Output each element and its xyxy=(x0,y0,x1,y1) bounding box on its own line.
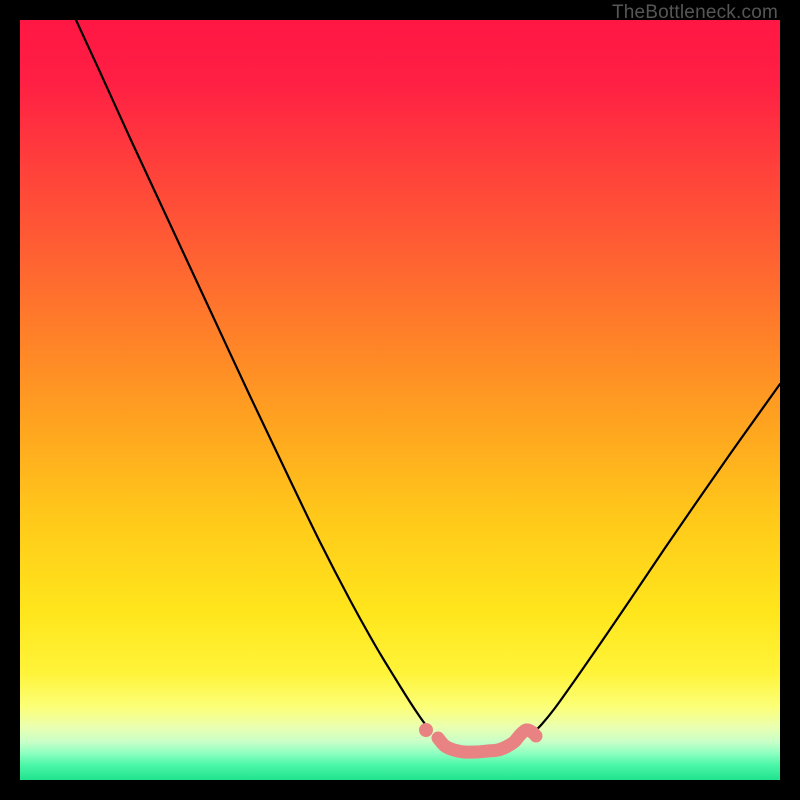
bottom-squiggle xyxy=(438,730,536,752)
chart-area xyxy=(20,20,780,780)
curve-layer xyxy=(20,20,780,780)
curve-right-branch xyxy=(532,384,780,734)
outer-frame: TheBottleneck.com xyxy=(0,0,800,800)
bottom-dot xyxy=(419,723,433,737)
watermark-text: TheBottleneck.com xyxy=(612,2,778,24)
curve-left-branch xyxy=(76,20,428,728)
